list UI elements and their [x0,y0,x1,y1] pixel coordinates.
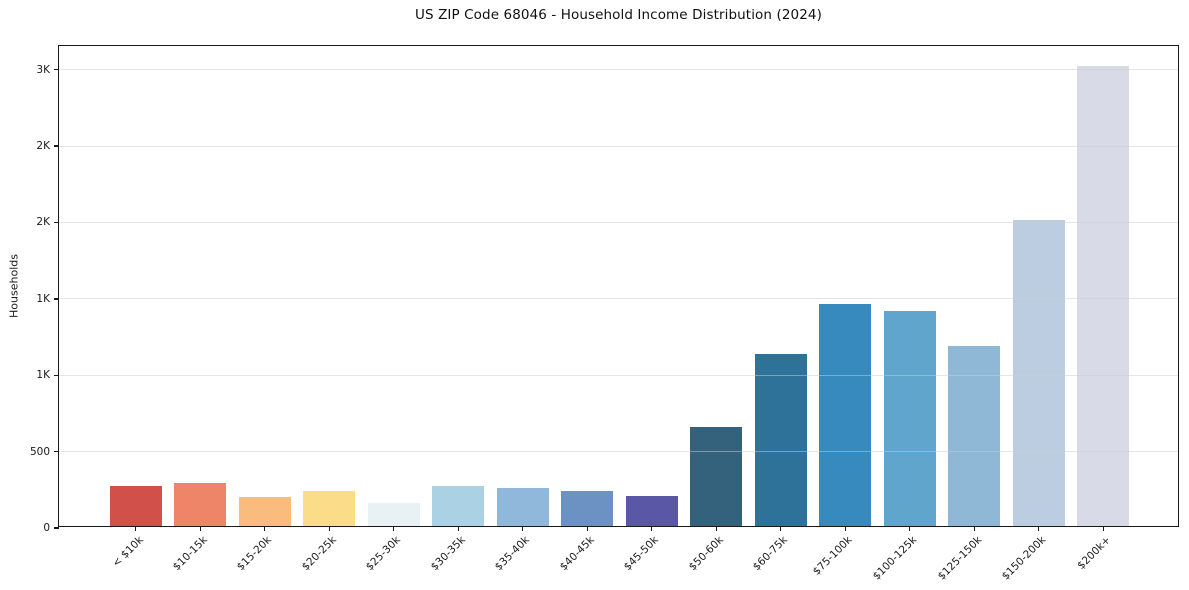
gridline [59,221,1178,223]
x-axis-tick [973,526,975,531]
y-axis-tick [54,527,59,529]
x-axis-tick [715,526,717,531]
y-axis-tick [54,450,59,453]
x-tick-label: $75-100k [810,534,855,578]
bar-125-150k [948,345,1001,526]
x-axis-tick [457,526,459,531]
x-tick-label: $40-45k [557,534,597,574]
x-tick-label: $150-200k [999,534,1049,583]
x-tick-label: $45-50k [622,534,662,574]
y-tick-label: 500 [29,445,50,458]
y-axis-tick [54,221,59,224]
x-tick-label: $20-25k [299,534,339,574]
gridline [59,145,1178,147]
x-axis-tick [393,526,395,531]
y-tick-label: 2K [36,140,50,153]
x-axis-tick [328,526,330,531]
x-tick-label: $125-150k [935,534,984,583]
x-tick-label: $25-30k [364,534,404,574]
x-axis-tick [1102,526,1104,531]
gridline [59,451,1178,453]
bar-150-200k [1012,220,1065,526]
x-tick-label: $200k+ [1074,534,1113,572]
x-axis-tick [199,526,201,531]
y-tick-label: 1K [36,369,50,382]
gridline [59,374,1178,376]
bar-50-60k [690,427,743,526]
y-axis-tick [54,298,59,300]
y-tick-label: 1K [36,292,50,305]
x-axis-tick [780,526,782,531]
bar-10k [109,486,162,526]
chart-title: US ZIP Code 68046 - Household Income Dis… [415,7,822,23]
x-tick-label: $10-15k [170,534,210,574]
y-tick-label: 2K [36,216,50,229]
y-tick-label: 3K [36,63,50,76]
y-tick-label: 0 [43,522,50,534]
x-tick-label: $15-20k [235,534,275,574]
bar-10-15k [174,483,227,526]
x-axis-tick [1038,526,1040,531]
bar-25-30k [367,503,420,526]
x-tick-label: $60-75k [751,534,791,574]
gridline [59,69,1178,71]
y-axis-label: Households [7,254,21,318]
y-axis-tick [54,145,59,147]
bar-35-40k [496,487,549,526]
x-tick-label: $50-60k [686,534,726,574]
x-tick-label: $35-40k [493,534,533,574]
y-axis-tick [54,374,59,376]
x-axis-tick [651,526,653,531]
bar-100-125k [883,310,936,526]
y-axis-tick [54,68,59,71]
x-tick-label: < $10k [109,534,146,570]
x-axis-tick [844,526,846,531]
bar-45-50k [625,496,678,526]
x-axis-tick [522,526,524,531]
bar-15-20k [238,496,291,526]
x-axis-tick [586,526,588,531]
bar-60-75k [754,354,807,526]
x-axis-tick [264,526,266,531]
plot-area: < $10k $10-15k $15-20k $20-25k $25-30k $30-35… [30,45,1179,583]
x-axis-tick [135,526,137,531]
gridline [59,298,1178,300]
x-axis-tick [909,526,911,531]
x-tick-label: $30-35k [428,534,468,574]
bar-20-25k [303,490,356,526]
bar-30-35k [432,486,485,526]
bar-75-100k [819,304,872,526]
x-tick-label: $100-125k [870,534,920,583]
bar-40-45k [561,490,614,526]
bar-200k [1077,66,1130,526]
